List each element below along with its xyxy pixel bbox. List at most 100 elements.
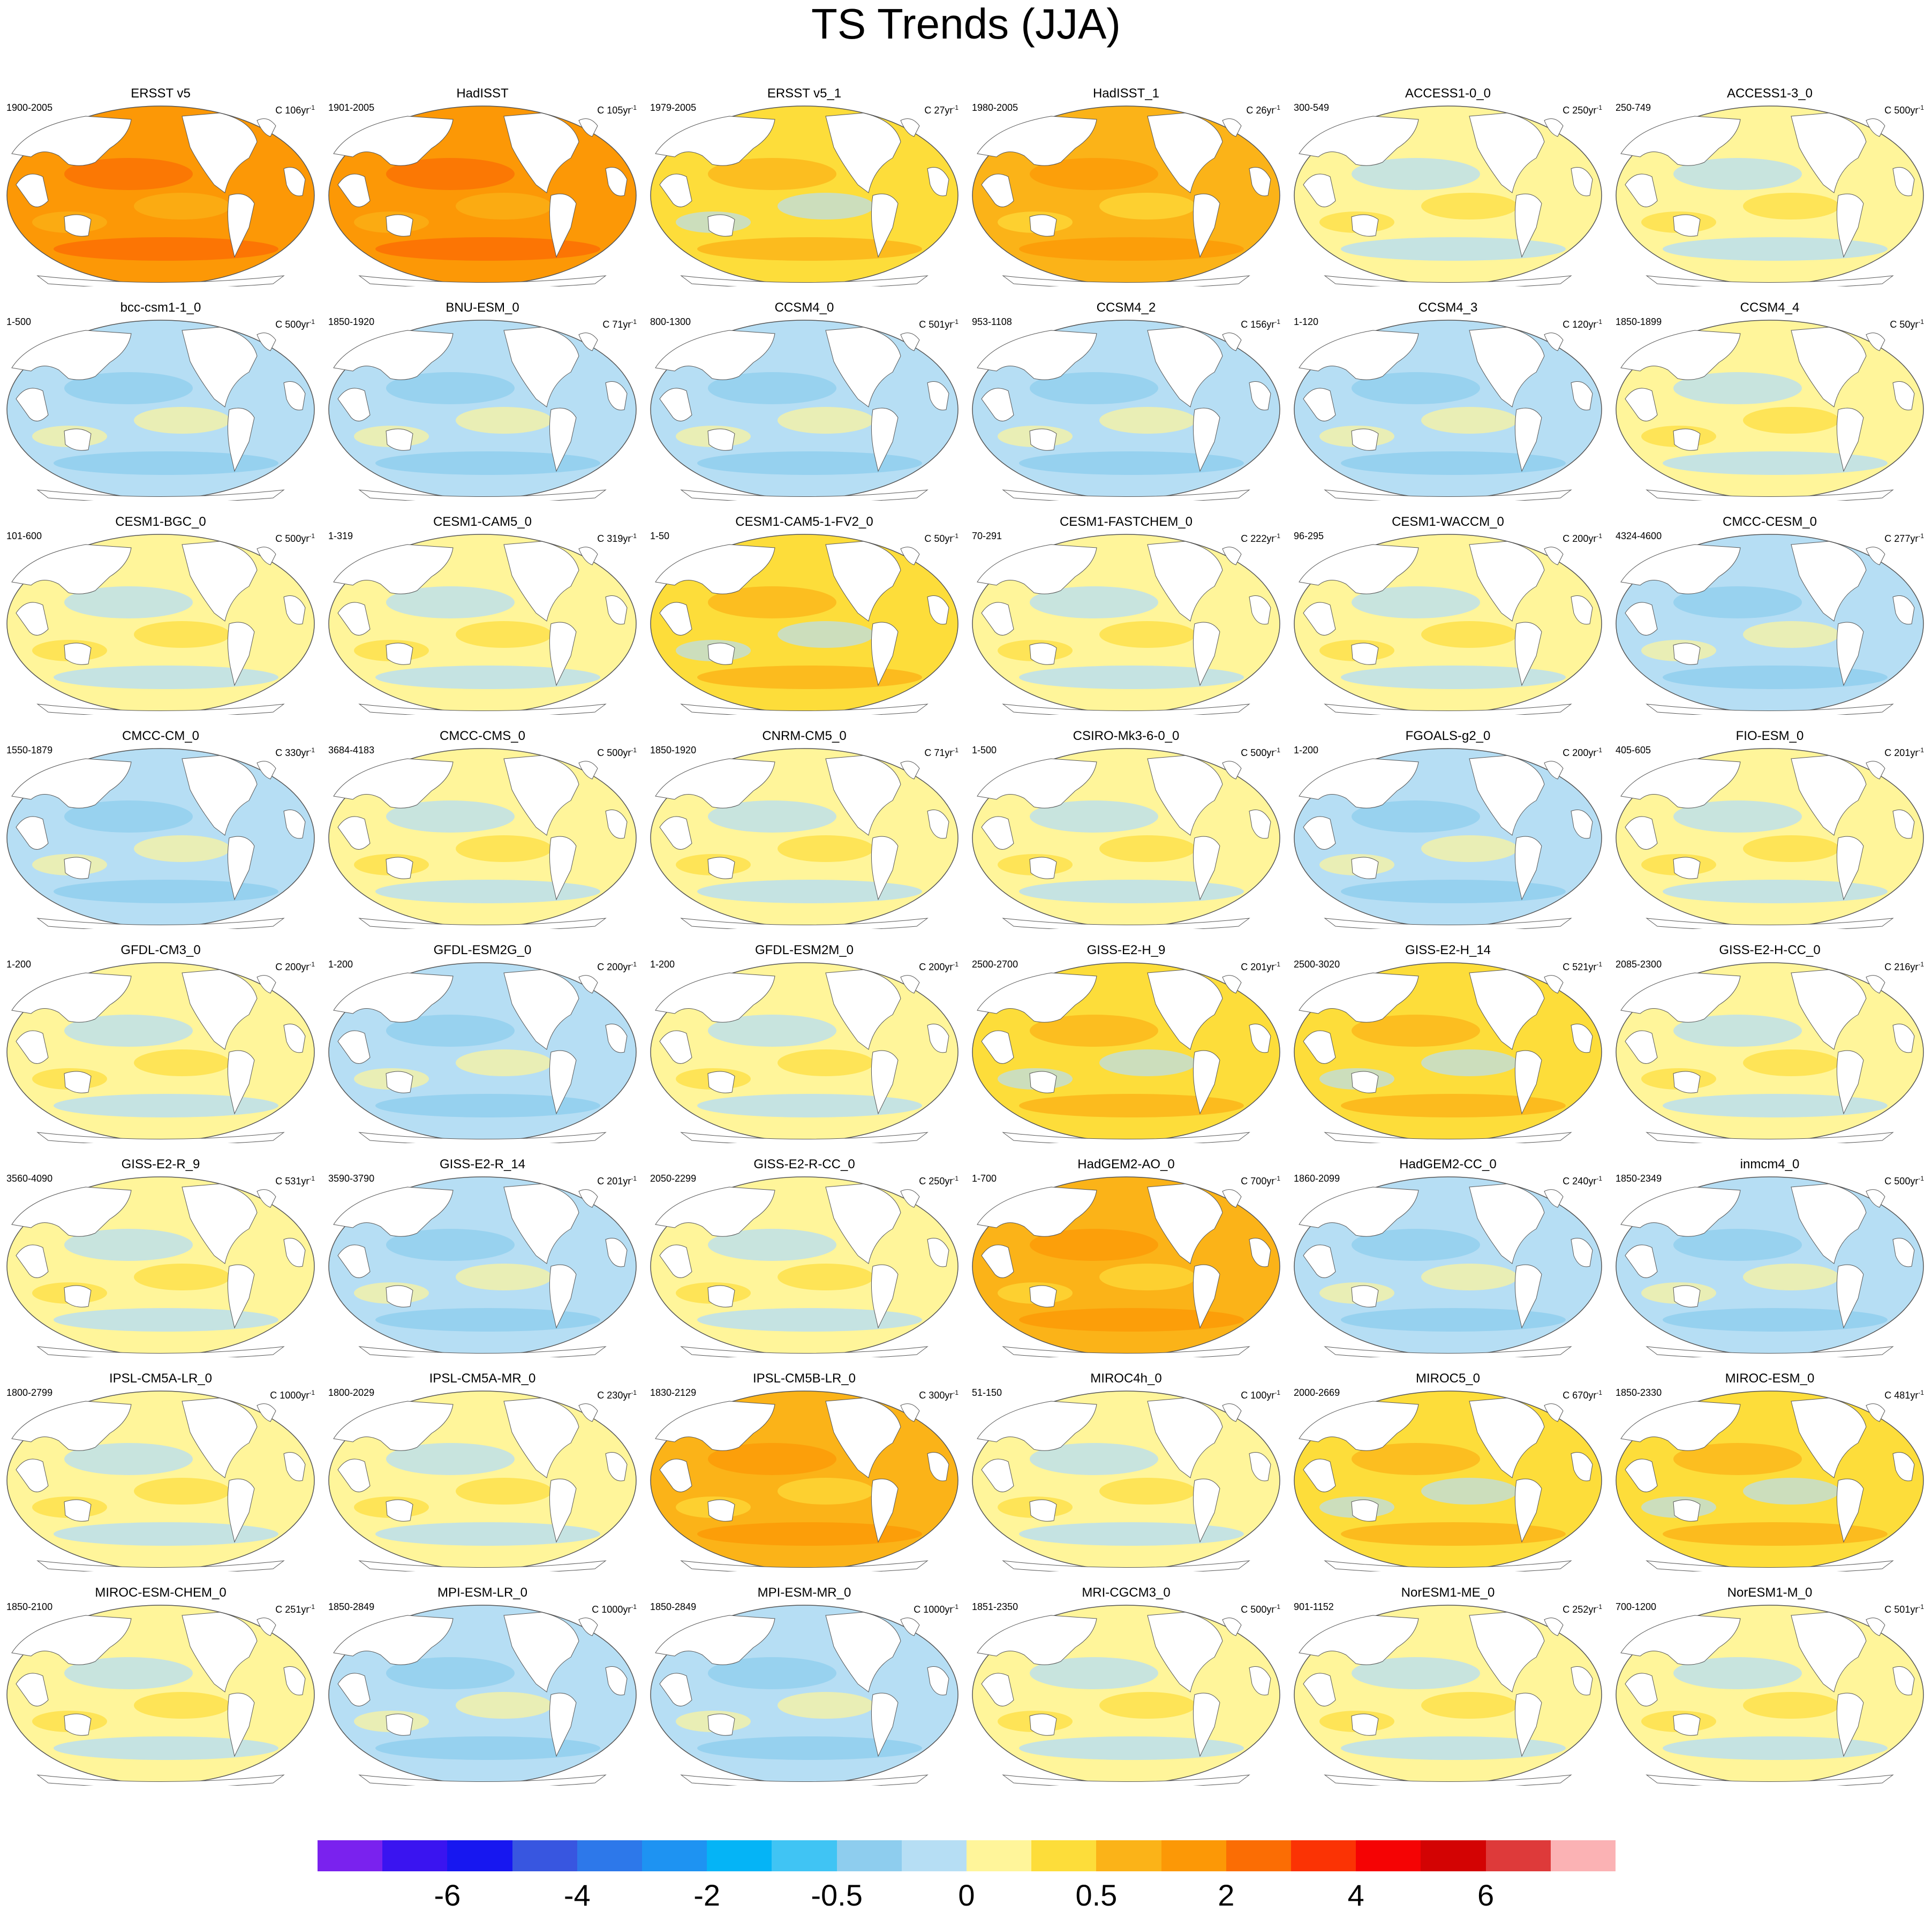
antarctica-landmass	[1324, 1560, 1572, 1571]
eurasia-landmass	[1299, 116, 1419, 166]
australia-landmass	[386, 1713, 413, 1736]
australia-landmass	[707, 1713, 735, 1736]
africa-east-landmass	[605, 810, 628, 839]
anomaly-band	[386, 1229, 515, 1261]
map-panel: MIROC-ESM_0 1850-2330 C 481yr-1	[1609, 1368, 1930, 1582]
antarctica-landmass	[358, 704, 607, 715]
panel-units: C 252yr-1	[1563, 1603, 1602, 1615]
panel-units: C 500yr-1	[597, 746, 637, 758]
anomaly-band	[1341, 666, 1566, 689]
africa-landmass	[337, 1030, 371, 1064]
panel-years: 1-200	[650, 959, 675, 970]
africa-landmass	[1303, 1458, 1336, 1492]
greenland-landmass	[1544, 118, 1564, 137]
map-panel: FGOALS-g2_0 1-200 C 200yr-1	[1287, 725, 1609, 940]
anomaly-band	[1019, 451, 1244, 475]
greenland-landmass	[900, 1618, 920, 1636]
africa-landmass	[659, 1673, 692, 1706]
africa-east-landmass	[927, 167, 949, 197]
greenland-landmass	[1544, 975, 1564, 994]
antarctica-landmass	[36, 275, 285, 286]
anomaly-band	[708, 800, 836, 833]
africa-east-landmass	[283, 1452, 306, 1482]
panel-years: 1850-2100	[6, 1601, 53, 1612]
australia-landmass	[64, 1499, 92, 1522]
anomaly-band	[1663, 880, 1888, 903]
panel-years: 1-50	[650, 531, 670, 541]
africa-east-landmass	[1892, 1238, 1915, 1267]
panel-years: 1800-2799	[6, 1387, 53, 1398]
panel-years: 3590-3790	[328, 1173, 375, 1184]
antarctica-landmass	[1646, 1774, 1894, 1786]
south-america-landmass	[227, 1692, 255, 1757]
south-america-landmass	[1514, 622, 1542, 686]
antarctica-landmass	[1002, 1132, 1250, 1143]
north-america-landmass	[1791, 541, 1867, 622]
world-map	[650, 1390, 959, 1571]
antarctica-landmass	[680, 275, 929, 286]
antarctica-landmass	[1646, 1132, 1894, 1143]
anomaly-band	[1743, 621, 1839, 648]
eurasia-landmass	[333, 1615, 454, 1665]
anomaly-band	[456, 1049, 552, 1076]
world-map	[1294, 962, 1602, 1143]
antarctica-landmass	[1646, 704, 1894, 715]
australia-landmass	[707, 428, 735, 451]
africa-east-landmass	[1571, 1666, 1593, 1696]
antarctica-landmass	[680, 1560, 929, 1571]
anomaly-band	[54, 237, 278, 261]
australia-landmass	[386, 428, 413, 451]
anomaly-band	[1743, 1049, 1839, 1076]
eurasia-landmass	[333, 1401, 454, 1451]
panel-units: C 120yr-1	[1563, 318, 1602, 330]
australia-landmass	[1029, 1071, 1057, 1093]
panel-units: C 1000yr-1	[270, 1389, 315, 1401]
antarctica-landmass	[36, 1346, 285, 1357]
greenland-landmass	[256, 118, 276, 137]
panel-years: 1800-2029	[328, 1387, 375, 1398]
africa-east-landmass	[1249, 167, 1271, 197]
africa-landmass	[1303, 1244, 1336, 1278]
eurasia-landmass	[977, 1401, 1097, 1451]
panel-title: MRI-CGCM3_0	[1082, 1585, 1171, 1600]
colorbar-swatch	[642, 1840, 707, 1871]
panel-years: 51-150	[972, 1387, 1002, 1398]
map-panel: HadGEM2-CC_0 1860-2099 C 240yr-1	[1287, 1154, 1609, 1368]
map-panel: GFDL-ESM2M_0 1-200 C 200yr-1	[644, 940, 965, 1154]
anomaly-band	[1030, 158, 1158, 190]
north-america-landmass	[1469, 541, 1545, 622]
africa-east-landmass	[1571, 381, 1593, 411]
anomaly-band	[1019, 880, 1244, 903]
greenland-landmass	[256, 761, 276, 780]
map-panel: NorESM1-M_0 700-1200 C 501yr-1	[1609, 1582, 1930, 1796]
africa-east-landmass	[1892, 1024, 1915, 1053]
anomaly-band	[134, 1264, 230, 1290]
panel-units: C 700yr-1	[1241, 1175, 1280, 1187]
north-america-landmass	[1469, 1397, 1545, 1478]
panel-title: CCSM4_0	[774, 300, 834, 315]
panel-units: C 500yr-1	[275, 318, 315, 330]
panel-title: inmcm4_0	[1740, 1157, 1800, 1172]
panel-units: C 230yr-1	[597, 1389, 637, 1401]
panel-years: 250-749	[1616, 102, 1651, 113]
panel-units: C 250yr-1	[919, 1175, 959, 1187]
panel-units: C 670yr-1	[1563, 1389, 1602, 1401]
antarctica-landmass	[680, 1774, 929, 1786]
panel-units: C 250yr-1	[1563, 104, 1602, 116]
panel-units: C 200yr-1	[1563, 532, 1602, 544]
greenland-landmass	[1866, 1403, 1885, 1422]
world-map	[1294, 1176, 1602, 1357]
panel-title: CCSM4_2	[1096, 300, 1156, 315]
world-map	[1294, 320, 1602, 501]
australia-landmass	[1029, 1499, 1057, 1522]
eurasia-landmass	[11, 1401, 132, 1451]
north-america-landmass	[1469, 1183, 1545, 1264]
anomaly-band	[778, 407, 874, 434]
panel-years: 800-1300	[650, 316, 691, 327]
panel-years: 1-500	[972, 745, 997, 755]
eurasia-landmass	[655, 1615, 775, 1665]
anomaly-band	[1352, 1443, 1480, 1475]
anomaly-band	[1019, 1522, 1244, 1546]
anomaly-band	[375, 237, 600, 261]
panel-units: C 531yr-1	[275, 1175, 315, 1187]
